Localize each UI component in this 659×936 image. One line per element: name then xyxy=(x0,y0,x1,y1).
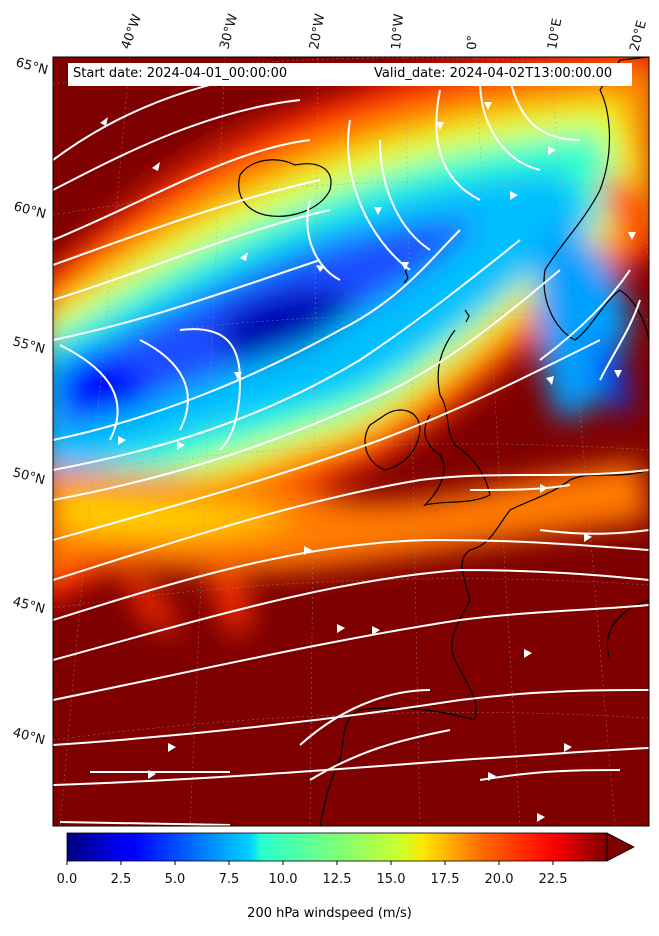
colorbar-tick-labels: 0.0 2.5 5.0 7.5 10.0 12.5 15.0 17.5 20.0 22.5 xyxy=(57,872,568,887)
lat-label: 50°N xyxy=(11,465,47,488)
colorbar-gradient xyxy=(66,832,608,862)
colorbar-title: 200 hPa windspeed (m/s) xyxy=(247,906,412,921)
colorbar-extend-arrow xyxy=(606,832,635,862)
colorbar-tick-label: 22.5 xyxy=(539,872,568,887)
lon-label: 20°W xyxy=(307,13,328,51)
lat-label: 40°N xyxy=(11,725,47,748)
start-date-label: Start date: 2024-04-01_00:00:00 xyxy=(73,66,288,81)
longitude-labels: 40°W 30°W 20°W 10°W 0° 10°E 20°E xyxy=(119,12,650,53)
colorbar-tick-label: 10.0 xyxy=(269,872,298,887)
colorbar-tick-label: 2.5 xyxy=(111,872,132,887)
map-frame xyxy=(52,56,650,827)
lon-label: 30°W xyxy=(217,12,241,51)
lat-label: 55°N xyxy=(11,334,47,357)
colorbar-tick-label: 7.5 xyxy=(219,872,240,887)
streamline-arrows xyxy=(100,102,636,822)
lon-label: 20°E xyxy=(627,19,650,53)
colorbar-tick-label: 0.0 xyxy=(57,872,78,887)
streamlines xyxy=(53,69,649,826)
coastlines xyxy=(238,57,649,826)
lat-label: 65°N xyxy=(14,55,50,78)
latitude-labels: 65°N 60°N 55°N 50°N 45°N 40°N xyxy=(11,55,50,748)
colorbar-tick-label: 12.5 xyxy=(323,872,352,887)
valid-date-label: Valid_date: 2024-04-02T13:00:00.00 xyxy=(374,66,613,81)
colorbar-tick-label: 17.5 xyxy=(431,872,460,887)
lon-label: 40°W xyxy=(119,12,145,51)
lon-label: 0° xyxy=(465,35,481,50)
lon-label: 10°W xyxy=(389,13,407,50)
colorbar: 0.0 2.5 5.0 7.5 10.0 12.5 15.0 17.5 20.0 22.5 xyxy=(57,832,635,887)
lon-label: 10°E xyxy=(545,17,565,50)
lat-label: 60°N xyxy=(12,199,48,222)
lat-label: 45°N xyxy=(11,594,47,617)
map-panel xyxy=(53,57,649,826)
colorbar-tick-label: 20.0 xyxy=(485,872,514,887)
date-annotation-box xyxy=(68,63,632,86)
colorbar-ticks xyxy=(66,861,554,865)
colorbar-tick-label: 5.0 xyxy=(165,872,186,887)
colorbar-tick-label: 15.0 xyxy=(377,872,406,887)
graticule-lines xyxy=(53,57,649,826)
